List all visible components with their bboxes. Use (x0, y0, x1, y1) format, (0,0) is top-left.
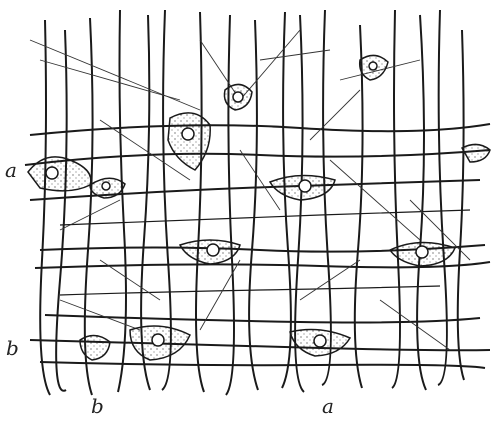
cell-center-low (178, 239, 241, 265)
label-bottom-b: b (91, 394, 104, 418)
glial-cells (27, 54, 491, 361)
cell-bottom-middle (289, 328, 352, 357)
label-left-b: b (6, 336, 19, 360)
cell-middle (268, 174, 336, 201)
cell-bottom-left-loop (79, 334, 111, 361)
cell-upper-center (167, 112, 211, 171)
cell-left-mid (89, 177, 126, 199)
cell-right-edge (460, 143, 491, 163)
cell-b-left (129, 325, 191, 361)
cell-top-star (223, 83, 253, 111)
label-bottom-a: a (322, 394, 334, 418)
cell-right (388, 241, 456, 267)
label-left-a: a (5, 158, 17, 182)
fine-processes (29, 29, 471, 351)
cell-upper-right (358, 54, 389, 81)
cell-a-left (27, 156, 92, 192)
